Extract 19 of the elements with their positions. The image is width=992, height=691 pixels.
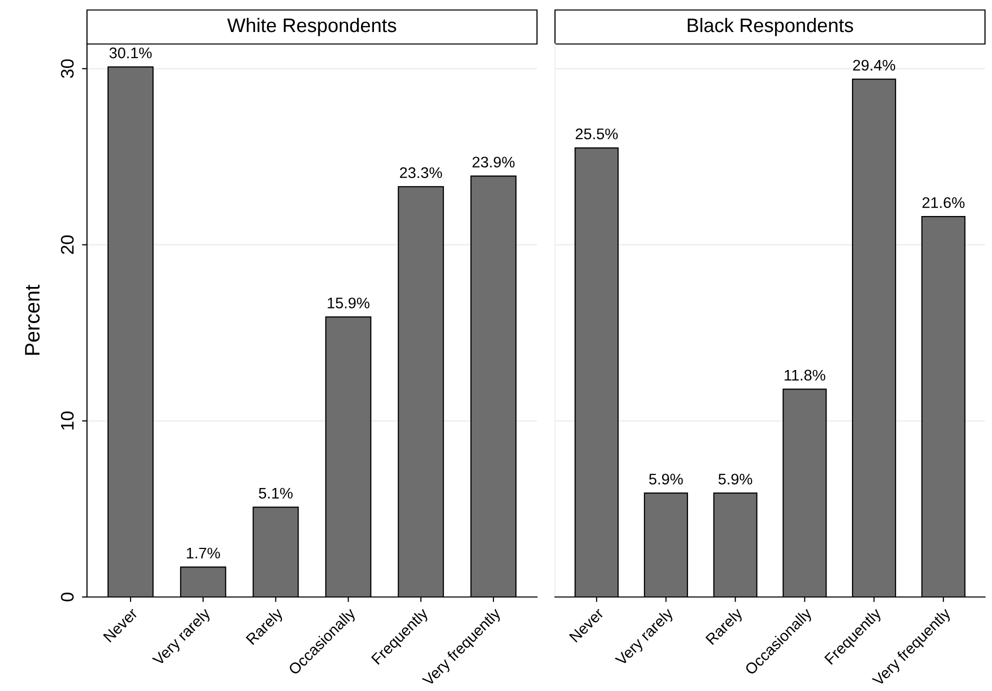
y-tick-label: 0	[60, 592, 74, 602]
data-label: 29.4%	[853, 60, 896, 71]
data-label: 25.5%	[576, 128, 618, 140]
y-tick-label: 30	[60, 59, 74, 78]
chart-title: White Respondents	[227, 18, 396, 36]
data-label: 30.1%	[109, 48, 152, 58]
y-tick-label: 20	[60, 235, 74, 254]
data-label: 5.9%	[649, 474, 683, 485]
data-label: 5.1%	[258, 488, 293, 499]
data-label: 1.7%	[186, 548, 220, 558]
data-label: 21.6%	[922, 197, 965, 208]
data-label: 15.9%	[328, 298, 370, 308]
y-axis-title: Percent	[25, 284, 40, 355]
chart-title: Black Respondents	[688, 18, 854, 36]
data-label: 11.8%	[784, 370, 826, 381]
data-label: 23.9%	[472, 156, 515, 168]
y-tick-label: 10	[60, 412, 74, 430]
data-label: 5.9%	[718, 474, 752, 485]
data-label: 23.3%	[400, 167, 442, 178]
